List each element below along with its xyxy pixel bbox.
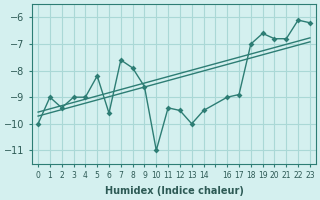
X-axis label: Humidex (Indice chaleur): Humidex (Indice chaleur) [105,186,244,196]
